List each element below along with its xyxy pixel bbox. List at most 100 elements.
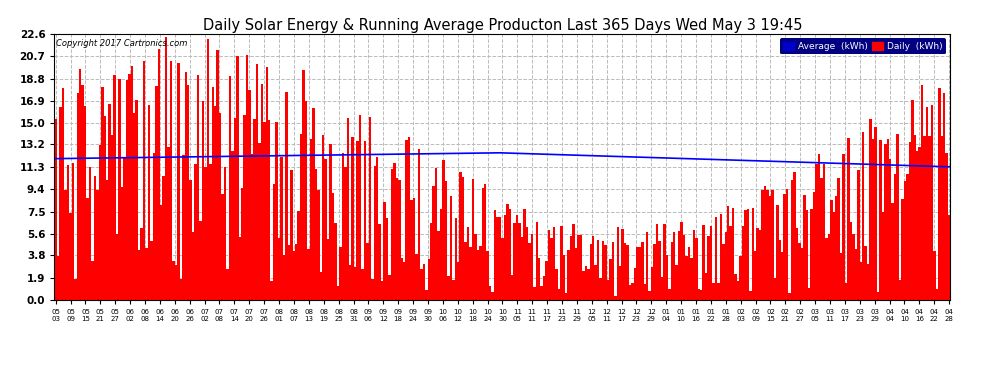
Bar bbox=[550, 238, 552, 300]
Bar bbox=[901, 200, 904, 300]
Bar bbox=[798, 243, 801, 300]
Bar bbox=[740, 256, 742, 300]
Bar bbox=[358, 115, 361, 300]
Bar bbox=[236, 56, 239, 300]
Bar bbox=[340, 247, 342, 300]
Bar bbox=[685, 256, 688, 300]
Bar bbox=[476, 250, 479, 300]
Bar bbox=[411, 200, 413, 300]
Bar bbox=[489, 286, 491, 300]
Bar bbox=[278, 238, 280, 300]
Bar bbox=[148, 105, 150, 300]
Bar bbox=[607, 280, 609, 300]
Bar bbox=[179, 279, 182, 300]
Bar bbox=[452, 280, 454, 300]
Bar bbox=[708, 236, 710, 300]
Bar bbox=[766, 190, 769, 300]
Bar bbox=[931, 105, 934, 300]
Bar bbox=[634, 268, 637, 300]
Bar bbox=[700, 290, 703, 300]
Title: Daily Solar Energy & Running Average Producton Last 365 Days Wed May 3 19:45: Daily Solar Energy & Running Average Pro… bbox=[203, 18, 802, 33]
Bar bbox=[862, 132, 864, 300]
Bar bbox=[821, 177, 823, 300]
Bar bbox=[157, 50, 160, 300]
Bar bbox=[258, 143, 260, 300]
Bar bbox=[189, 180, 192, 300]
Legend: Average  (kWh), Daily  (kWh): Average (kWh), Daily (kWh) bbox=[780, 38, 945, 54]
Bar bbox=[69, 213, 71, 300]
Bar bbox=[99, 145, 101, 300]
Bar bbox=[840, 253, 842, 300]
Bar bbox=[668, 288, 670, 300]
Bar bbox=[919, 147, 921, 300]
Bar bbox=[194, 164, 197, 300]
Bar bbox=[703, 225, 705, 300]
Bar bbox=[447, 276, 449, 300]
Bar bbox=[114, 75, 116, 300]
Bar bbox=[939, 88, 940, 300]
Bar bbox=[361, 269, 363, 300]
Bar bbox=[368, 117, 371, 300]
Bar bbox=[133, 113, 136, 300]
Bar bbox=[577, 234, 580, 300]
Bar bbox=[594, 265, 597, 300]
Bar bbox=[759, 230, 761, 300]
Bar bbox=[101, 87, 104, 300]
Bar bbox=[363, 141, 366, 300]
Bar bbox=[536, 222, 538, 300]
Bar bbox=[683, 235, 685, 300]
Bar bbox=[663, 224, 665, 300]
Bar bbox=[599, 279, 602, 300]
Bar bbox=[710, 226, 712, 300]
Bar bbox=[940, 136, 943, 300]
Bar bbox=[727, 206, 730, 300]
Bar bbox=[494, 210, 496, 300]
Bar bbox=[592, 236, 594, 300]
Bar bbox=[552, 227, 555, 300]
Bar bbox=[889, 159, 891, 300]
Bar bbox=[749, 291, 751, 300]
Bar bbox=[499, 217, 501, 300]
Bar bbox=[337, 286, 340, 300]
Bar bbox=[791, 180, 793, 300]
Bar bbox=[715, 217, 717, 300]
Bar bbox=[275, 122, 278, 300]
Bar bbox=[575, 248, 577, 300]
Bar bbox=[415, 254, 418, 300]
Bar bbox=[94, 176, 96, 300]
Bar bbox=[680, 222, 683, 300]
Bar bbox=[297, 210, 300, 300]
Bar bbox=[335, 223, 337, 300]
Bar bbox=[224, 166, 227, 300]
Bar bbox=[118, 79, 121, 300]
Bar bbox=[418, 149, 420, 300]
Bar bbox=[675, 265, 678, 300]
Bar bbox=[929, 136, 931, 300]
Bar bbox=[562, 255, 565, 300]
Bar bbox=[722, 243, 725, 300]
Bar bbox=[852, 234, 854, 300]
Bar bbox=[648, 291, 651, 300]
Bar bbox=[916, 152, 919, 300]
Bar bbox=[526, 227, 529, 300]
Bar bbox=[624, 243, 627, 300]
Bar bbox=[732, 207, 735, 300]
Bar bbox=[644, 284, 646, 300]
Bar bbox=[128, 74, 131, 300]
Bar bbox=[781, 252, 783, 300]
Bar bbox=[457, 262, 459, 300]
Bar bbox=[320, 272, 322, 300]
Bar bbox=[695, 238, 698, 300]
Bar bbox=[81, 85, 84, 300]
Bar bbox=[665, 255, 668, 300]
Bar bbox=[484, 184, 486, 300]
Bar bbox=[202, 100, 204, 300]
Bar bbox=[177, 63, 179, 300]
Bar bbox=[162, 176, 165, 300]
Bar bbox=[150, 241, 152, 300]
Bar bbox=[317, 190, 320, 300]
Bar bbox=[519, 223, 521, 300]
Bar bbox=[717, 283, 720, 300]
Bar bbox=[735, 274, 737, 300]
Bar bbox=[469, 247, 472, 300]
